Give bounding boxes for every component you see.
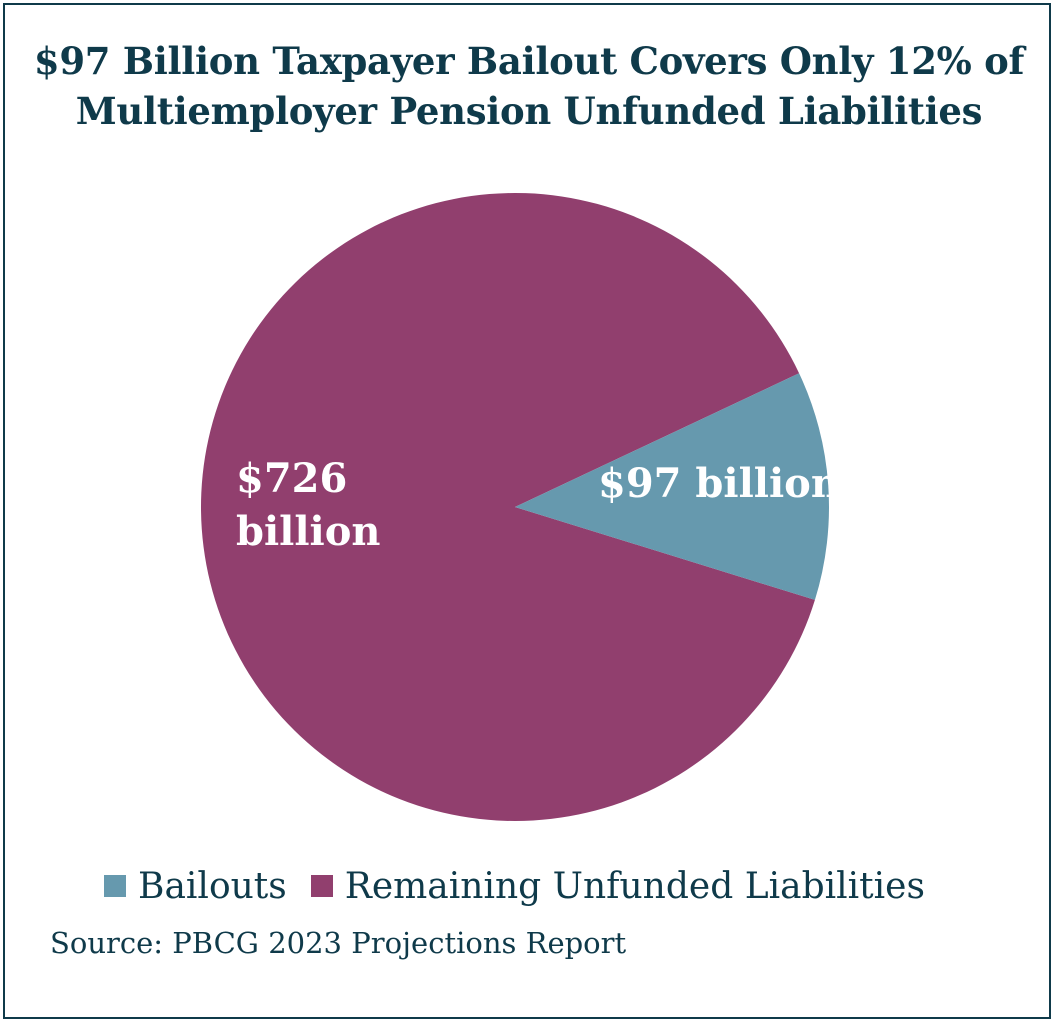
legend-swatch-remaining (310, 875, 333, 897)
legend-label-bailouts: Bailouts (138, 865, 287, 907)
legend-swatch-bailouts (104, 875, 126, 897)
legend: Bailouts Remaining Unfunded Liabilities (104, 858, 949, 914)
source-note: Source: PBCG 2023 Projections Report (50, 926, 627, 960)
data-label-remaining-line-1: $726 (236, 455, 347, 502)
data-label-bailouts: $97 billion (598, 460, 840, 507)
pie-slice-remaining-unfunded-liabilities (200, 192, 815, 821)
data-label-remaining-line-2: billion (236, 508, 381, 555)
chart-title-line-2: Multiemployer Pension Unfunded Liabiliti… (75, 89, 983, 133)
pie-slice-bailouts (515, 373, 829, 600)
legend-item-bailouts: Bailouts (104, 866, 287, 907)
chart-title: $97 Billion Taxpayer Bailout Covers Only… (0, 36, 1058, 136)
legend-label-remaining: Remaining Unfunded Liabilities (344, 865, 925, 907)
legend-item-remaining: Remaining Unfunded Liabilities (310, 865, 925, 907)
chart-title-line-1: $97 Billion Taxpayer Bailout Covers Only… (33, 39, 1025, 83)
